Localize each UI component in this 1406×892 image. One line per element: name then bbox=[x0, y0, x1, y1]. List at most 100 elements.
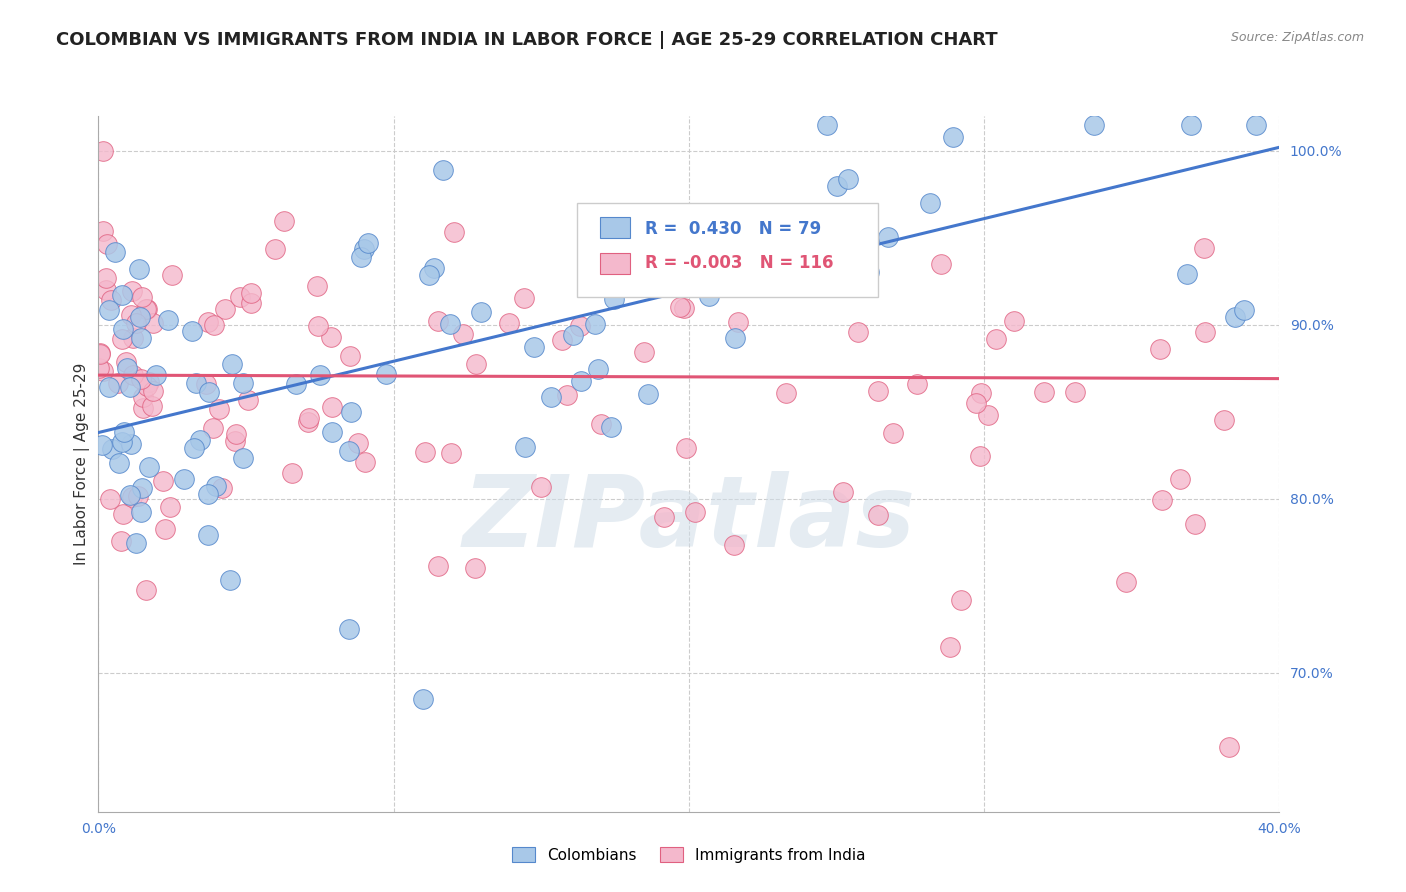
Point bbox=[727, 315, 749, 329]
Legend: Colombians, Immigrants from India: Colombians, Immigrants from India bbox=[505, 838, 873, 871]
Point bbox=[866, 384, 889, 398]
Point bbox=[132, 390, 155, 404]
Point bbox=[89, 345, 111, 359]
Point bbox=[1244, 118, 1267, 132]
Point bbox=[1192, 241, 1215, 255]
Point bbox=[346, 436, 368, 450]
Point bbox=[89, 347, 111, 361]
Point bbox=[307, 318, 329, 333]
Point bbox=[775, 385, 797, 400]
Point bbox=[724, 331, 747, 345]
Point bbox=[229, 290, 252, 304]
Point bbox=[307, 278, 329, 293]
Point bbox=[107, 376, 129, 391]
Point bbox=[138, 376, 160, 390]
Point bbox=[1150, 493, 1173, 508]
Point bbox=[1194, 325, 1216, 339]
Point bbox=[569, 319, 592, 334]
Point bbox=[949, 592, 972, 607]
Point bbox=[353, 455, 375, 469]
Point bbox=[197, 486, 219, 500]
Point bbox=[877, 229, 900, 244]
Point bbox=[825, 178, 848, 193]
Point bbox=[128, 310, 150, 324]
Point bbox=[181, 325, 204, 339]
Point bbox=[115, 360, 138, 375]
Point bbox=[470, 305, 492, 319]
Text: Source: ZipAtlas.com: Source: ZipAtlas.com bbox=[1230, 31, 1364, 45]
Point bbox=[758, 269, 780, 284]
Point bbox=[98, 380, 121, 394]
Point bbox=[91, 438, 114, 452]
Point bbox=[264, 242, 287, 256]
Point bbox=[723, 539, 745, 553]
Point bbox=[637, 387, 659, 401]
Point bbox=[145, 368, 167, 382]
Point bbox=[214, 301, 236, 316]
Point bbox=[94, 271, 117, 285]
Point bbox=[673, 301, 696, 315]
Point bbox=[183, 441, 205, 455]
Point bbox=[208, 401, 231, 416]
Point bbox=[939, 640, 962, 655]
Point bbox=[232, 376, 254, 390]
Point bbox=[94, 283, 117, 297]
Point bbox=[142, 317, 165, 331]
Point bbox=[96, 236, 118, 251]
Point bbox=[195, 376, 218, 391]
Point bbox=[91, 144, 114, 158]
Point bbox=[128, 261, 150, 276]
Point bbox=[238, 393, 260, 408]
Point bbox=[918, 196, 941, 211]
Point bbox=[551, 334, 574, 348]
Point bbox=[882, 425, 904, 440]
Point bbox=[135, 302, 157, 317]
Point bbox=[131, 290, 153, 304]
Point bbox=[498, 317, 520, 331]
Point bbox=[285, 377, 308, 392]
Point bbox=[697, 289, 720, 303]
Point bbox=[93, 224, 115, 238]
Point bbox=[112, 322, 135, 336]
Point bbox=[120, 437, 142, 451]
Point bbox=[273, 213, 295, 227]
Point bbox=[339, 622, 360, 636]
Point bbox=[121, 490, 143, 504]
Point bbox=[211, 481, 233, 495]
Point bbox=[107, 456, 129, 470]
Point bbox=[100, 293, 122, 307]
Point bbox=[121, 368, 143, 383]
Point bbox=[125, 535, 148, 549]
Point bbox=[218, 573, 240, 587]
Point bbox=[356, 235, 378, 250]
Point bbox=[418, 268, 440, 282]
Point bbox=[846, 326, 869, 340]
Point bbox=[188, 434, 211, 448]
Point bbox=[121, 284, 143, 298]
Point bbox=[202, 318, 225, 333]
Point bbox=[415, 445, 437, 459]
Point bbox=[1149, 342, 1171, 356]
Point bbox=[555, 387, 578, 401]
Point bbox=[173, 472, 195, 486]
Point bbox=[142, 384, 165, 399]
Point bbox=[112, 425, 135, 439]
Point bbox=[224, 434, 246, 448]
Point bbox=[127, 489, 149, 503]
Point bbox=[339, 350, 361, 364]
Point bbox=[675, 441, 697, 455]
Point bbox=[129, 505, 152, 519]
Point bbox=[412, 691, 434, 706]
Point bbox=[540, 390, 562, 404]
Point bbox=[110, 435, 132, 450]
Point bbox=[136, 379, 159, 393]
Point bbox=[111, 287, 134, 301]
Point bbox=[1002, 314, 1025, 328]
Text: R = -0.003   N = 116: R = -0.003 N = 116 bbox=[645, 253, 834, 272]
Point bbox=[240, 295, 263, 310]
Point bbox=[652, 509, 675, 524]
Point bbox=[1175, 267, 1198, 281]
Point bbox=[221, 357, 243, 371]
Point bbox=[1180, 118, 1202, 132]
Point bbox=[98, 491, 121, 506]
